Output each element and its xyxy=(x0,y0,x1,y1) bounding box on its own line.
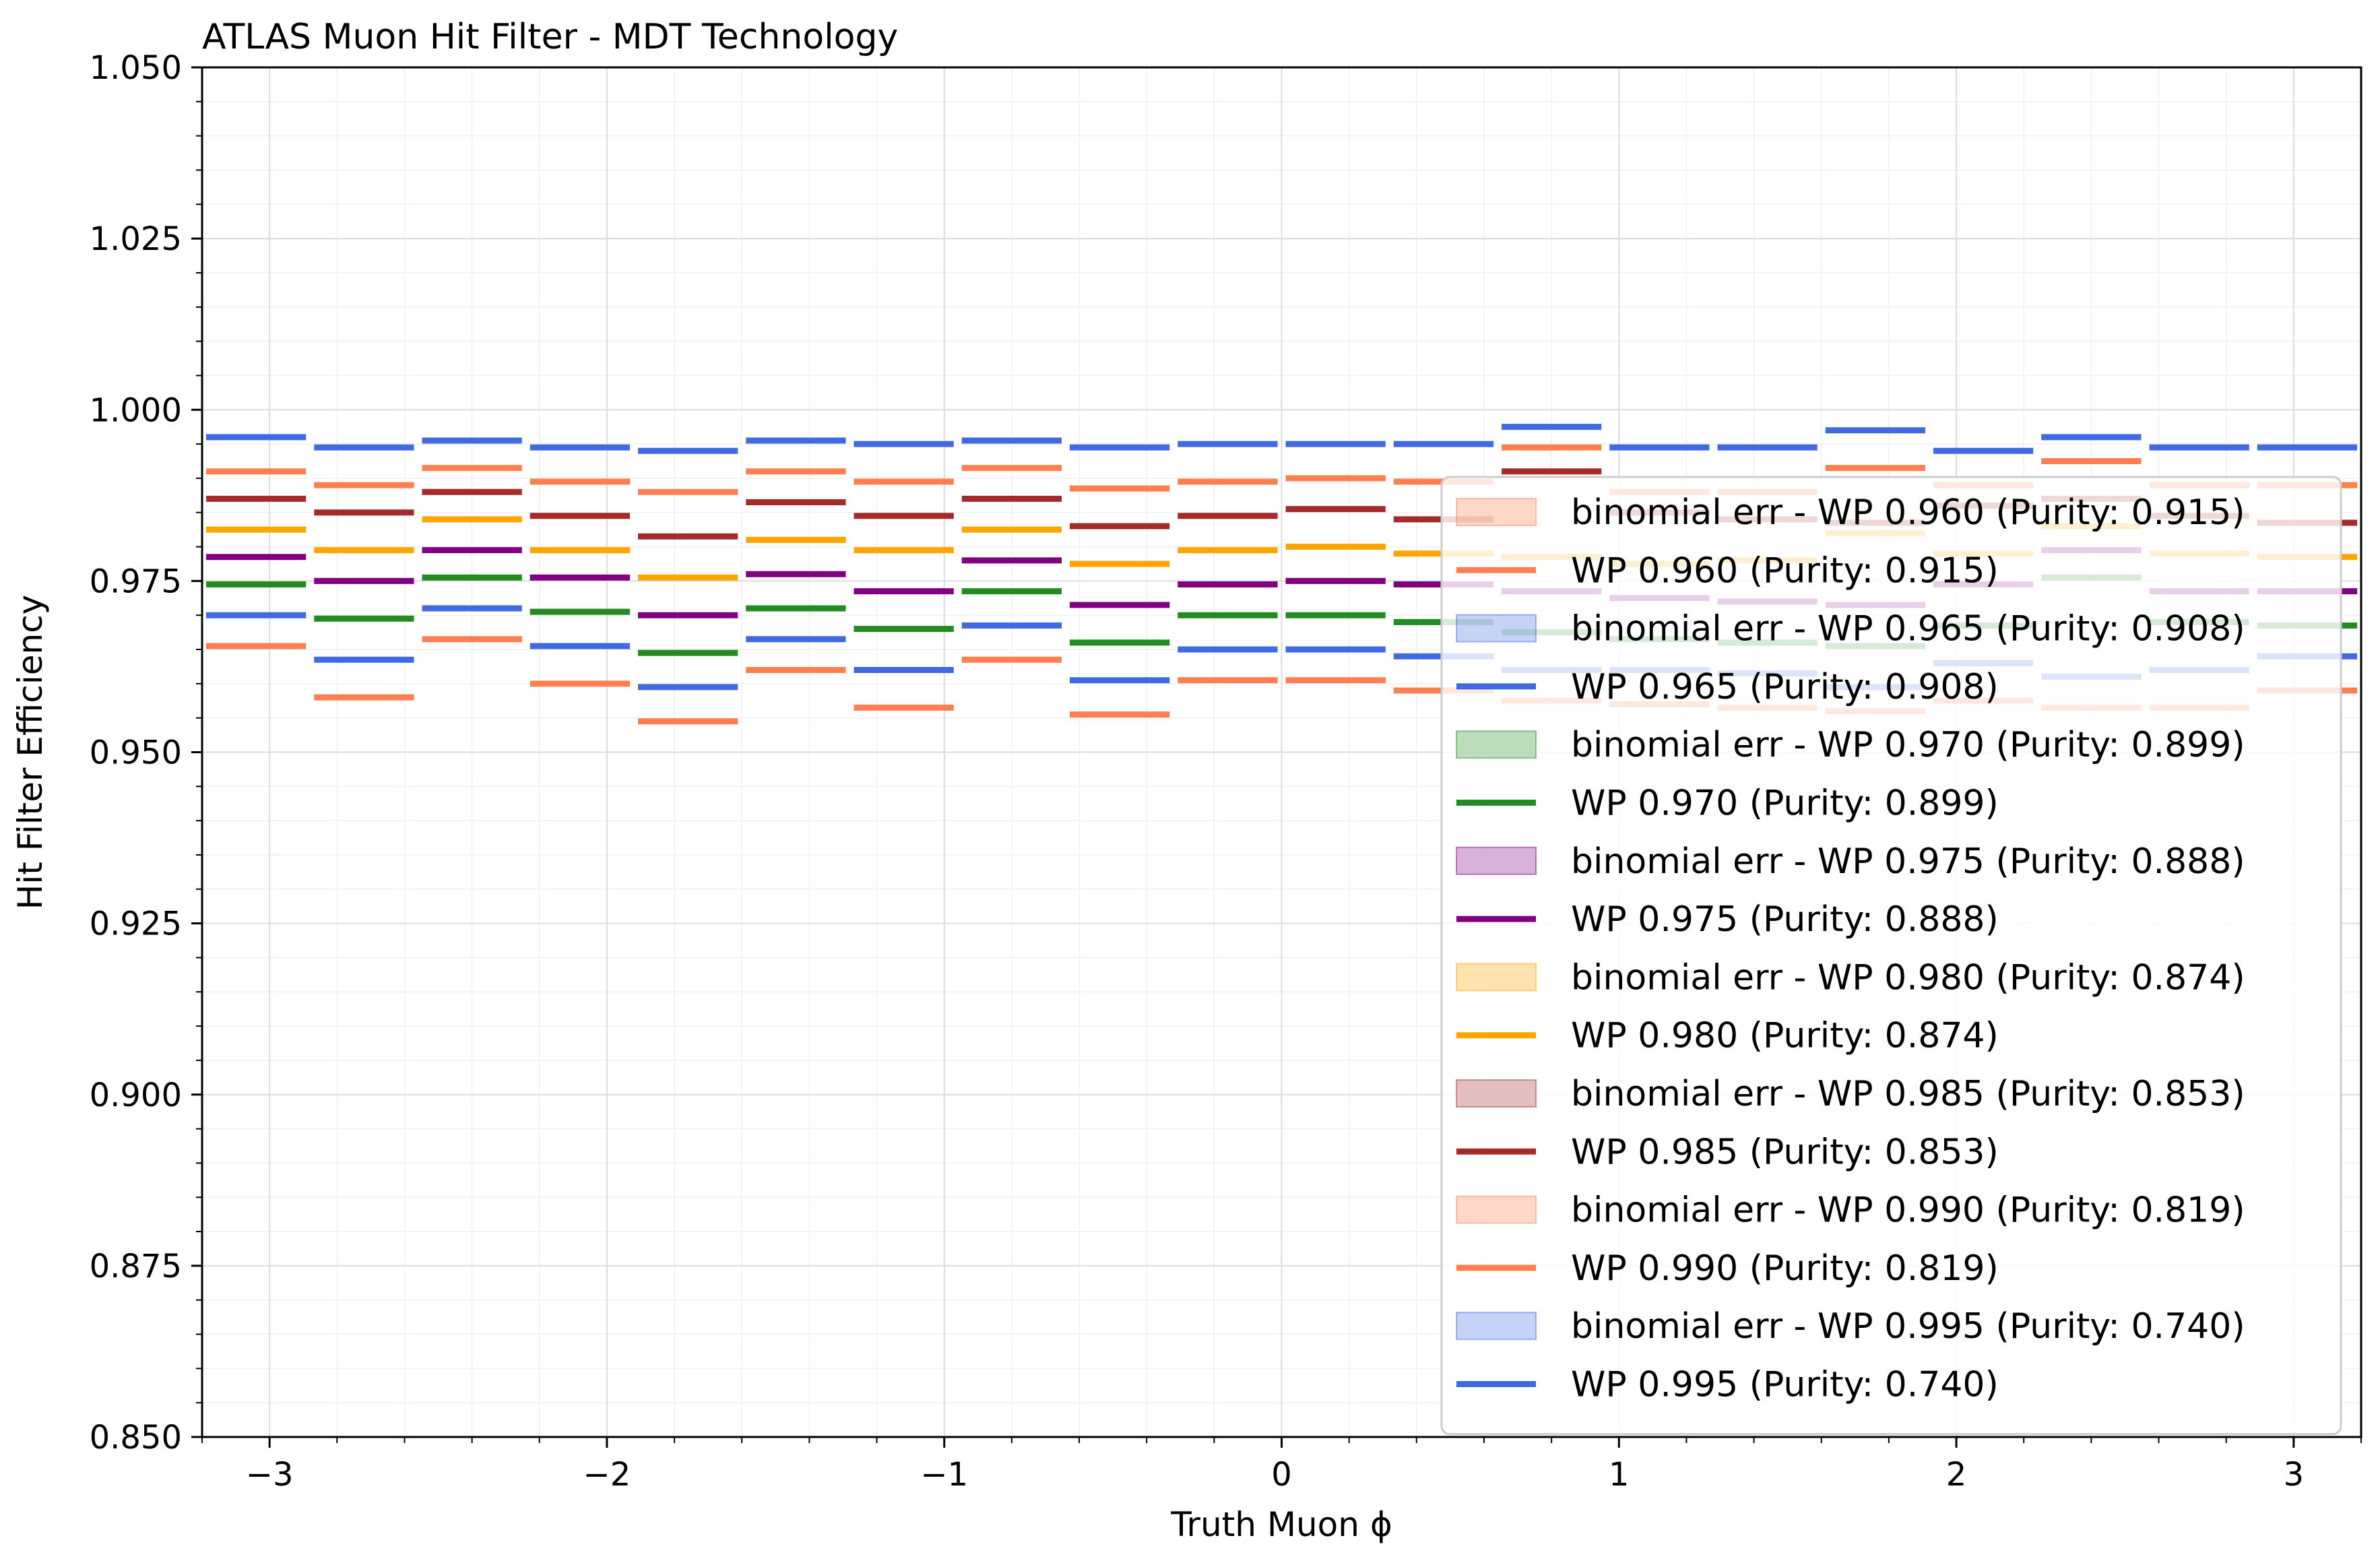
y-tick-label: 1.050 xyxy=(90,49,182,87)
y-tick-label: 0.950 xyxy=(90,734,182,772)
y-tick-label: 1.025 xyxy=(90,220,182,258)
legend-item: WP 0.985 (Purity: 0.853) xyxy=(1456,1132,1999,1172)
legend-label: binomial err - WP 0.995 (Purity: 0.740) xyxy=(1571,1306,2245,1347)
legend-item: binomial err - WP 0.975 (Purity: 0.888) xyxy=(1456,841,2245,882)
y-tick-label: 0.850 xyxy=(90,1419,182,1457)
legend-box xyxy=(1440,476,2342,1436)
x-tick-label: −3 xyxy=(246,1456,294,1494)
legend-item: WP 0.960 (Purity: 0.915) xyxy=(1456,550,1999,591)
legend-label: WP 0.970 (Purity: 0.899) xyxy=(1571,784,1999,824)
legend-patch xyxy=(1456,1195,1537,1224)
legend-patch xyxy=(1456,498,1537,526)
legend-label: WP 0.965 (Purity: 0.908) xyxy=(1571,667,1999,707)
legend-label: WP 0.980 (Purity: 0.874) xyxy=(1571,1016,1999,1056)
y-tick-label: 0.925 xyxy=(90,905,182,943)
y-axis-label: Hit Filter Efficiency xyxy=(11,595,50,910)
y-tick-label: 0.975 xyxy=(90,563,182,600)
legend-label: WP 0.985 (Purity: 0.853) xyxy=(1571,1132,1999,1172)
x-axis-label: Truth Muon ϕ xyxy=(1170,1505,1392,1544)
axis-ticks: −3 −2 −1 0 1 2 3 0.850 0.875 0.900 0.925 0.950 0.975… xyxy=(90,49,2362,1494)
legend-item: binomial err - WP 0.960 (Purity: 0.915) xyxy=(1456,492,2245,533)
legend-item: binomial err - WP 0.965 (Purity: 0.908) xyxy=(1456,609,2245,649)
y-tick-label: 1.000 xyxy=(90,391,182,429)
legend-item: WP 0.995 (Purity: 0.740) xyxy=(1456,1365,1999,1405)
legend-label: binomial err - WP 0.975 (Purity: 0.888) xyxy=(1571,841,2245,882)
legend-patch xyxy=(1456,963,1537,992)
legend-item: WP 0.975 (Purity: 0.888) xyxy=(1456,899,1999,940)
legend-item: binomial err - WP 0.995 (Purity: 0.740) xyxy=(1456,1306,2245,1347)
chart-title: ATLAS Muon Hit Filter - MDT Technology xyxy=(202,17,898,57)
legend-label: WP 0.990 (Purity: 0.819) xyxy=(1571,1248,1999,1289)
legend: binomial err - WP 0.960 (Purity: 0.915) W… xyxy=(1440,476,2342,1436)
legend-label: WP 0.995 (Purity: 0.740) xyxy=(1571,1365,1999,1405)
legend-item: binomial err - WP 0.985 (Purity: 0.853) xyxy=(1456,1074,2245,1114)
x-tick-label: 2 xyxy=(1946,1456,1967,1494)
legend-patch xyxy=(1456,1079,1537,1108)
x-tick-label: 1 xyxy=(1609,1456,1630,1494)
legend-patch xyxy=(1456,1312,1537,1341)
legend-item: WP 0.980 (Purity: 0.874) xyxy=(1456,1016,1999,1056)
series-wp-7 xyxy=(206,424,2357,454)
legend-item: WP 0.970 (Purity: 0.899) xyxy=(1456,784,1999,824)
legend-label: binomial err - WP 0.985 (Purity: 0.853) xyxy=(1571,1074,2245,1114)
legend-patch xyxy=(1456,614,1537,643)
legend-label: WP 0.975 (Purity: 0.888) xyxy=(1571,899,1999,940)
legend-item: WP 0.965 (Purity: 0.908) xyxy=(1456,667,1999,707)
y-tick-label: 0.900 xyxy=(90,1077,182,1114)
x-tick-label: −1 xyxy=(920,1456,968,1494)
legend-label: binomial err - WP 0.960 (Purity: 0.915) xyxy=(1571,492,2245,533)
legend-patch xyxy=(1456,846,1537,875)
legend-item: binomial err - WP 0.980 (Purity: 0.874) xyxy=(1456,957,2245,998)
legend-patch xyxy=(1456,730,1537,759)
x-tick-label: −2 xyxy=(583,1456,631,1494)
legend-label: WP 0.960 (Purity: 0.915) xyxy=(1571,550,1999,591)
legend-label: binomial err - WP 0.965 (Purity: 0.908) xyxy=(1571,609,2245,649)
legend-item: binomial err - WP 0.970 (Purity: 0.899) xyxy=(1456,725,2245,765)
x-tick-label: 0 xyxy=(1271,1456,1292,1494)
legend-item: WP 0.990 (Purity: 0.819) xyxy=(1456,1248,1999,1289)
x-tick-label: 3 xyxy=(2284,1456,2305,1494)
legend-label: binomial err - WP 0.990 (Purity: 0.819) xyxy=(1571,1190,2245,1231)
legend-label: binomial err - WP 0.970 (Purity: 0.899) xyxy=(1571,725,2245,765)
legend-label: binomial err - WP 0.980 (Purity: 0.874) xyxy=(1571,957,2245,998)
legend-item: binomial err - WP 0.990 (Purity: 0.819) xyxy=(1456,1190,2245,1231)
y-tick-label: 0.875 xyxy=(90,1248,182,1285)
